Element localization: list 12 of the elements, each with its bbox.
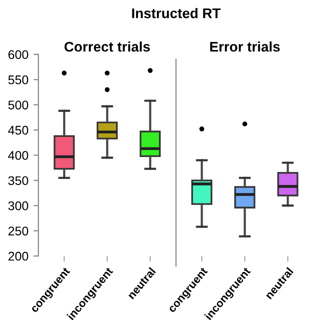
chart-title: Error trials: [210, 41, 280, 52]
y-tick-label: 350: [8, 176, 28, 186]
y-tick-label: 450: [8, 126, 28, 135]
y-tick-label: 250: [8, 226, 28, 236]
y-tick-label: 600: [8, 50, 28, 60]
y-tick-label: 400: [8, 151, 28, 160]
chart-title: Correct trials: [64, 41, 150, 52]
y-tick-label: 500: [8, 100, 28, 110]
y-tick-label: 550: [8, 75, 28, 84]
y-tick-label: 200: [8, 252, 28, 261]
y-tick-label: 300: [8, 201, 28, 210]
text: Instructed RT: [132, 8, 221, 18]
